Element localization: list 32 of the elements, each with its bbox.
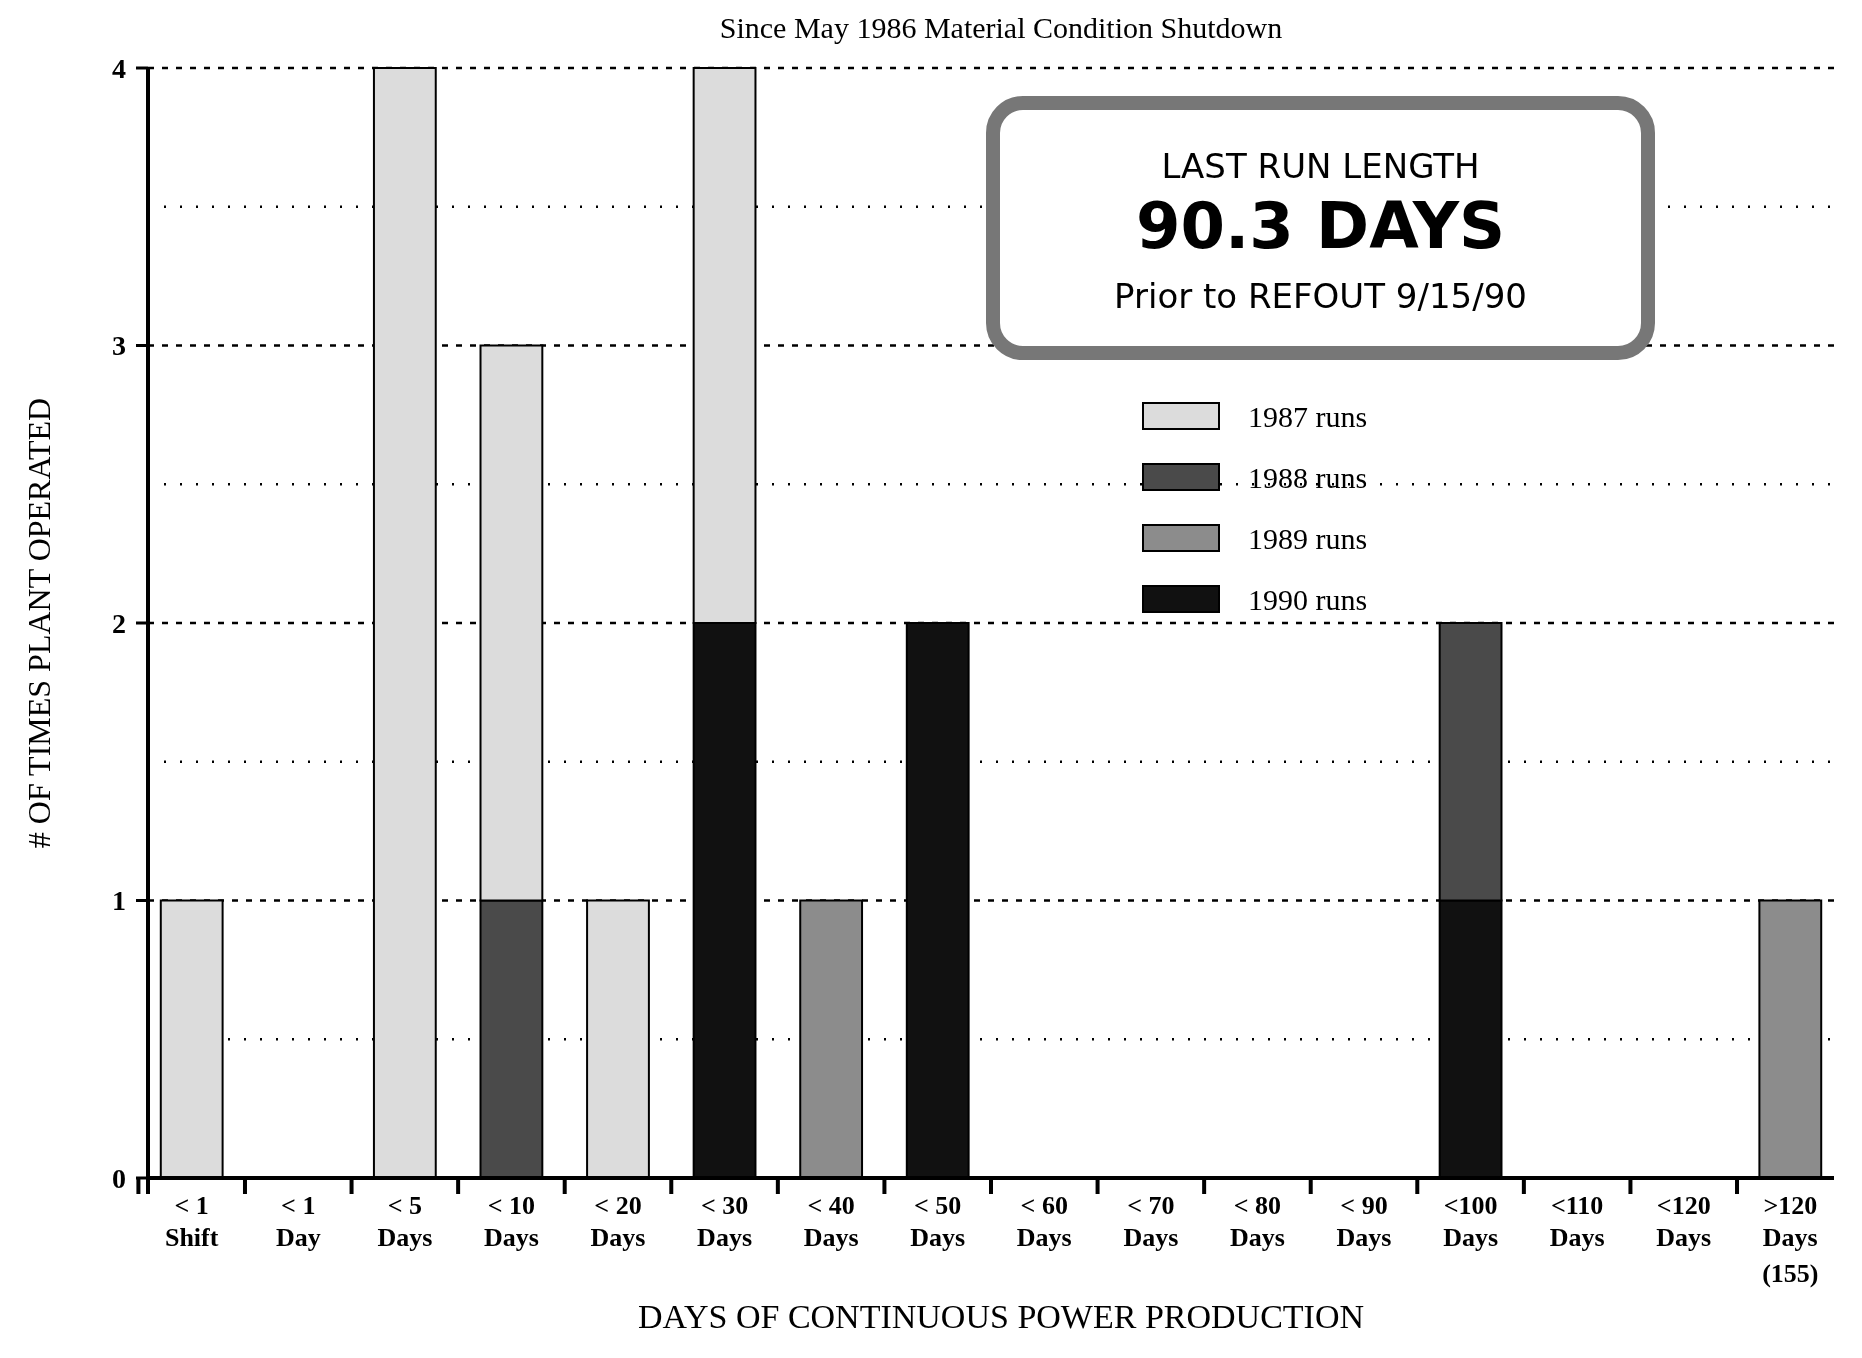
x-tick-label: < 80 Days — [1229, 1191, 1285, 1252]
annotation: Prior to REFOUT 9/15/90 — [1114, 276, 1527, 316]
chart-title: Since May 1986 Material Condition Shutdown — [719, 11, 1283, 44]
y-tick-label: 2 — [112, 607, 126, 639]
x-tick-label: < 40 Days — [803, 1191, 859, 1252]
legend-label: 1988 runs — [1248, 460, 1368, 494]
x-tick-label: < 50 Days — [910, 1191, 966, 1252]
y-tick-label: 1 — [112, 885, 126, 917]
x-tick-label: < 1 Day — [275, 1191, 321, 1252]
x-tick-label: < 30 Days — [697, 1191, 753, 1252]
text: (155) — [1762, 1259, 1819, 1288]
x-tick-label: < 5 Days — [377, 1191, 433, 1252]
x-tick-label: < 20 Days — [590, 1191, 646, 1252]
x-tick-label: <110 Days — [1549, 1191, 1605, 1252]
annotation: 90.3 DAYS — [1135, 189, 1506, 263]
y-axis-title: # OF TIMES PLANT OPERATED — [21, 397, 57, 849]
x-tick-label: < 10 Days — [483, 1191, 539, 1252]
legend-label: 1989 runs — [1248, 521, 1368, 555]
y-tick-label: 4 — [112, 52, 126, 84]
x-tick-label: <120 Days — [1656, 1191, 1712, 1252]
x-tick-label: >120 Days — [1762, 1191, 1818, 1252]
x-tick-label: < 60 Days — [1016, 1191, 1072, 1252]
y-tick-label: 3 — [112, 330, 126, 362]
legend-label: 1990 runs — [1248, 582, 1368, 616]
x-axis-title: DAYS OF CONTINUOUS POWER PRODUCTION — [637, 1298, 1365, 1335]
x-tick-label: <100 Days — [1443, 1191, 1499, 1252]
x-tick-label: < 1 Shift — [164, 1191, 219, 1252]
y-tick-label: 0 — [112, 1162, 126, 1194]
x-tick-label: < 70 Days — [1123, 1191, 1179, 1252]
legend-label: 1987 runs — [1248, 399, 1368, 433]
x-tick-label: < 90 Days — [1336, 1191, 1392, 1252]
annotation: LAST RUN LENGTH — [1161, 146, 1480, 186]
